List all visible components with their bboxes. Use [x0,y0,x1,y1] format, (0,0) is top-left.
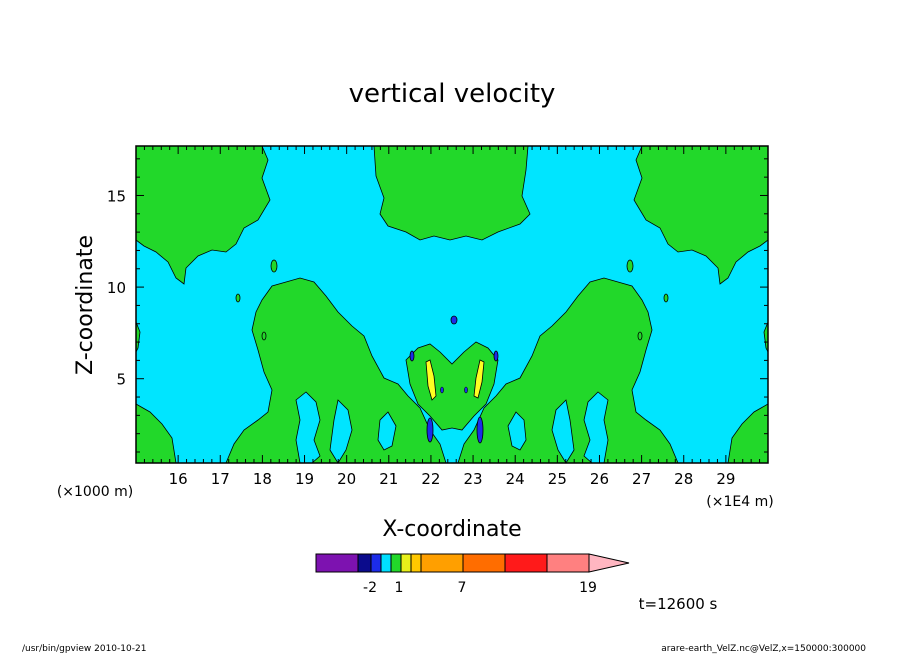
x-axis: 16 17 18 19 20 21 22 23 24 25 26 27 28 29 [135,146,769,488]
colorbar-swatch [380,553,392,573]
x-tick-label: 22 [421,470,440,488]
x-tick-label: 28 [674,470,693,488]
background-hole [551,399,575,464]
positive-region-top-right [633,145,769,285]
positive-region-top-left [135,145,271,285]
background-hole [507,411,527,451]
colorbar-swatch [357,553,372,573]
colorbar-swatch [390,553,402,573]
x-tick-label: 26 [590,470,609,488]
colorbar-swatch [462,553,506,573]
footer-left: /usr/bin/gpview 2010-10-21 [22,644,146,654]
positive-region-top-center [373,145,531,241]
downdraft-cell [476,416,484,444]
downdraft-cell [450,315,458,325]
positive-blob [270,259,278,273]
colorbar-swatch [420,553,464,573]
x-tick-label: 17 [211,470,230,488]
x-tick-label: 18 [253,470,272,488]
colorbar-label: 7 [458,580,467,596]
chart-title: vertical velocity [349,79,556,109]
colorbar-swatch [546,553,590,573]
y-tick-label: 10 [107,279,126,297]
colorbar-extension-arrow [588,553,630,573]
colorbar-swatch [370,553,382,573]
colorbar-swatch [400,553,412,573]
colorbar-swatch [504,553,548,573]
y-axis: 5 10 15 [107,158,768,453]
colorbar-swatch [315,553,359,573]
x-tick-label: 27 [632,470,651,488]
positive-blob [637,331,643,341]
x-tick-label: 23 [464,470,483,488]
footer-right: arare-earth_VelZ.nc@VelZ,x=150000:300000 [661,644,866,654]
x-tick-label: 19 [295,470,314,488]
positive-blob [235,293,241,303]
time-label: t=12600 s [639,595,718,613]
positive-blob [663,293,669,303]
y-axis-label: Z-coordinate [73,235,98,375]
strong-updraft-core [425,359,437,401]
positive-blob [626,259,634,273]
x-tick-label: 24 [506,470,525,488]
colorbar-swatch [410,553,422,573]
downdraft-cell [464,386,468,394]
x-tick-label: 25 [548,470,567,488]
y-tick-label: 15 [107,187,126,205]
colorbar [315,553,630,573]
x-tick-label: 29 [716,470,735,488]
background-hole [329,399,353,464]
positive-blob [261,331,267,341]
x-unit-right: (×1E4 m) [706,494,773,510]
background-hole [377,411,397,451]
y-tick-label: 5 [116,371,126,389]
plot-area [135,145,769,464]
x-tick-label: 21 [379,470,398,488]
x-tick-label: 16 [169,470,188,488]
downdraft-cell [440,386,444,394]
background-hole [583,391,609,464]
x-axis-label: X-coordinate [382,517,521,542]
downdraft-cell [493,350,499,362]
x-tick-label: 20 [337,470,356,488]
colorbar-label: 19 [579,580,597,596]
colorbar-label: 1 [395,580,404,596]
plot-frame [135,145,769,464]
colorbar-label: -2 [363,580,377,596]
strong-updraft-core [473,359,485,399]
x-unit-left: (×1000 m) [57,484,133,500]
colorbar-labels: -2 1 7 19 [363,580,597,596]
downdraft-cell [409,350,415,362]
background-hole [295,391,321,464]
downdraft-cell [426,417,434,443]
